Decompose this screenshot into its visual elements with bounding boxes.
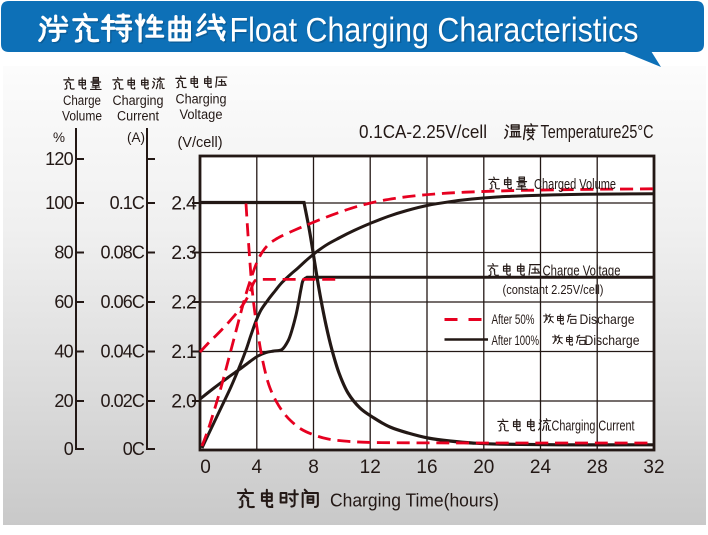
svg-text:0: 0 [64,439,74,459]
svg-text:Volume: Volume [62,109,102,125]
svg-text:(V/cell): (V/cell) [177,135,222,151]
svg-text:120: 120 [45,149,74,169]
svg-text:Discharge: Discharge [580,312,635,327]
svg-text:2.4: 2.4 [171,193,197,215]
svg-text:Charge Voltage: Charge Voltage [543,264,621,280]
svg-text:0.08C: 0.08C [100,243,144,263]
svg-text:2.3: 2.3 [171,242,196,264]
svg-text:0C: 0C [123,439,145,459]
svg-text:Current: Current [117,109,159,125]
svg-text:8: 8 [308,457,319,478]
svg-text:2.2: 2.2 [171,292,196,314]
svg-text:60: 60 [54,292,73,312]
svg-text:Float Charging Characteristics: Float Charging Characteristics [231,13,640,51]
svg-text:32: 32 [643,457,664,478]
svg-text:2.0: 2.0 [171,391,197,413]
svg-text:0.06C: 0.06C [100,292,144,312]
svg-text:(constant 2.25V/cell): (constant 2.25V/cell) [503,282,604,297]
svg-text:Charging: Charging [113,93,164,109]
svg-text:Charged Volume: Charged Volume [534,177,616,193]
svg-text:After 50%: After 50% [492,312,535,327]
svg-text:20: 20 [473,457,494,478]
svg-text:After 100%: After 100% [492,333,540,348]
svg-text:2.1: 2.1 [171,341,196,363]
svg-text:80: 80 [54,243,73,263]
svg-text:0.1CA-2.25V/cell: 0.1CA-2.25V/cell [359,121,487,142]
svg-text:0.1C: 0.1C [110,193,145,213]
svg-text:100: 100 [45,193,74,213]
svg-text:Temperature25°C: Temperature25°C [541,121,654,142]
svg-text:Charge: Charge [63,93,101,109]
svg-text:Voltage: Voltage [180,107,223,123]
svg-text:Float Charging Characteristics: Float Charging Characteristics [230,12,639,50]
svg-text:28: 28 [587,457,608,478]
svg-text:Discharge: Discharge [585,333,640,348]
svg-text:0.04C: 0.04C [100,342,144,362]
svg-text:Charging Time(hours): Charging Time(hours) [330,490,499,511]
svg-text:0.02C: 0.02C [100,391,144,411]
svg-text:Charging: Charging [176,92,227,108]
svg-text:20: 20 [54,391,73,411]
svg-text:4: 4 [252,457,263,478]
svg-text:(A): (A) [127,130,145,145]
svg-text:0: 0 [200,457,211,478]
svg-text:40: 40 [54,342,73,362]
svg-text:%: % [53,130,65,145]
svg-text:Charging Current: Charging Current [552,419,635,435]
svg-text:12: 12 [360,457,381,478]
svg-text:24: 24 [530,457,552,478]
svg-text:16: 16 [416,457,437,478]
